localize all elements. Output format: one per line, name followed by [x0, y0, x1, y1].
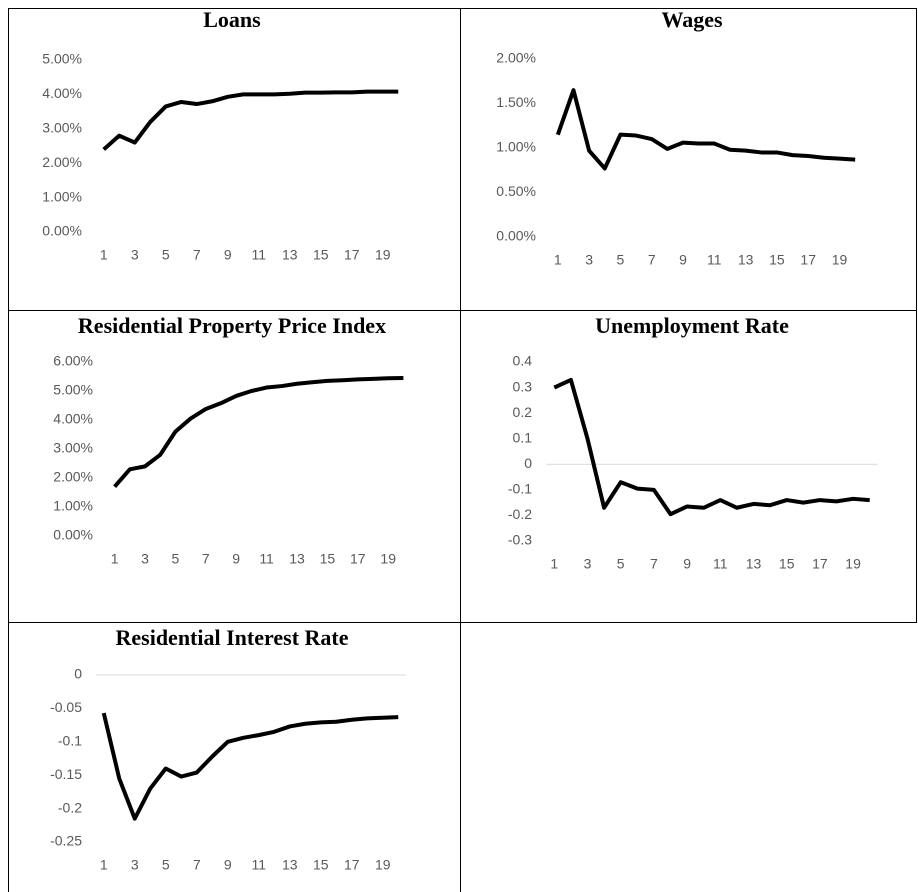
- y-tick-label: 1.00%: [53, 498, 93, 514]
- x-tick-label: 15: [313, 247, 329, 263]
- y-tick-label: -0.2: [508, 506, 532, 522]
- y-tick-label: 3.00%: [42, 120, 82, 136]
- x-tick-label: 19: [375, 857, 391, 873]
- x-tick-label: 15: [779, 556, 795, 572]
- x-tick-label: 3: [141, 551, 149, 567]
- y-tick-label: 5.00%: [42, 51, 82, 67]
- table-borders: [8, 8, 917, 892]
- x-tick-label: 3: [585, 252, 593, 268]
- x-tick-label: 1: [554, 252, 562, 268]
- x-tick-label: 11: [259, 551, 274, 567]
- x-tick-label: 7: [193, 247, 201, 263]
- x-tick-label: 7: [648, 252, 656, 268]
- y-tick-label: -0.3: [508, 532, 532, 548]
- x-tick-label: 17: [344, 857, 360, 873]
- x-tick-label: 1: [550, 556, 558, 572]
- x-tick-label: 17: [344, 247, 360, 263]
- y-tick-label: 0.00%: [53, 527, 93, 543]
- x-tick-label: 13: [282, 857, 298, 873]
- x-tick-label: 3: [131, 247, 139, 263]
- data-line: [102, 89, 399, 151]
- y-tick-label: 1.00%: [496, 139, 536, 155]
- x-tick-label: 3: [131, 857, 139, 873]
- x-tick-label: 9: [232, 551, 240, 567]
- y-tick-label: -0.05: [50, 699, 82, 715]
- x-tick-label: 15: [313, 857, 329, 873]
- y-tick-label: 4.00%: [53, 411, 93, 427]
- chart-title: Wages: [661, 7, 723, 32]
- x-tick-label: 19: [380, 551, 396, 567]
- x-tick-label: 19: [832, 252, 848, 268]
- y-tick-label: 0.3: [513, 378, 533, 394]
- x-tick-label: 19: [375, 247, 391, 263]
- y-tick-label: 5.00%: [53, 382, 93, 398]
- x-tick-label: 15: [769, 252, 785, 268]
- x-tick-label: 7: [650, 556, 658, 572]
- x-tick-label: 5: [617, 556, 625, 572]
- y-tick-label: 6.00%: [53, 353, 93, 369]
- y-tick-label: 0: [524, 455, 532, 471]
- x-tick-label: 11: [251, 247, 266, 263]
- x-tick-label: 11: [251, 857, 266, 873]
- data-line: [113, 375, 404, 489]
- y-tick-label: 0.4: [513, 353, 533, 369]
- x-tick-label: 9: [683, 556, 691, 572]
- y-tick-label: -0.25: [50, 833, 82, 849]
- y-tick-label: 2.00%: [53, 469, 93, 485]
- data-line: [555, 88, 856, 171]
- y-tick-label: 0.00%: [496, 228, 536, 244]
- x-tick-label: 13: [746, 556, 762, 572]
- y-tick-label: -0.2: [58, 799, 82, 815]
- x-tick-label: 11: [707, 252, 722, 268]
- x-tick-label: 1: [100, 857, 108, 873]
- x-tick-label: 1: [111, 551, 119, 567]
- chart-title: Residential Property Price Index: [78, 313, 386, 338]
- y-tick-label: 1.50%: [496, 94, 536, 110]
- y-tick-label: 2.00%: [42, 154, 82, 170]
- y-tick-label: 1.00%: [42, 188, 82, 204]
- x-tick-label: 7: [202, 551, 210, 567]
- x-tick-label: 19: [845, 556, 861, 572]
- y-tick-label: 3.00%: [53, 440, 93, 456]
- x-tick-label: 3: [584, 556, 592, 572]
- y-tick-label: -0.1: [58, 733, 82, 749]
- x-tick-label: 17: [800, 252, 816, 268]
- x-tick-label: 11: [713, 556, 728, 572]
- x-tick-label: 5: [162, 857, 170, 873]
- y-tick-label: -0.15: [50, 766, 82, 782]
- x-tick-label: 9: [224, 247, 232, 263]
- y-tick-label: 0.2: [513, 404, 533, 420]
- chart-title: Unemployment Rate: [595, 313, 789, 338]
- x-tick-label: 9: [224, 857, 232, 873]
- data-line: [553, 377, 870, 517]
- y-tick-label: 0.1: [513, 429, 533, 445]
- x-tick-label: 13: [289, 551, 305, 567]
- y-tick-label: 2.00%: [496, 50, 536, 66]
- y-tick-label: -0.1: [508, 481, 532, 497]
- chart-title: Residential Interest Rate: [116, 625, 349, 650]
- chart-title: Loans: [203, 7, 261, 32]
- x-tick-label: 7: [193, 857, 201, 873]
- y-tick-label: 0.00%: [42, 223, 82, 239]
- x-tick-label: 9: [679, 252, 687, 268]
- x-tick-label: 17: [812, 556, 828, 572]
- y-tick-label: 0.50%: [496, 183, 536, 199]
- x-tick-label: 5: [617, 252, 625, 268]
- x-tick-label: 13: [738, 252, 754, 268]
- x-tick-label: 1: [100, 247, 108, 263]
- data-line: [101, 712, 399, 821]
- x-tick-label: 17: [350, 551, 366, 567]
- x-tick-label: 5: [162, 247, 170, 263]
- x-tick-label: 5: [172, 551, 180, 567]
- y-tick-label: 0: [74, 666, 82, 682]
- y-tick-label: 4.00%: [42, 85, 82, 101]
- x-tick-label: 13: [282, 247, 298, 263]
- x-tick-label: 15: [320, 551, 336, 567]
